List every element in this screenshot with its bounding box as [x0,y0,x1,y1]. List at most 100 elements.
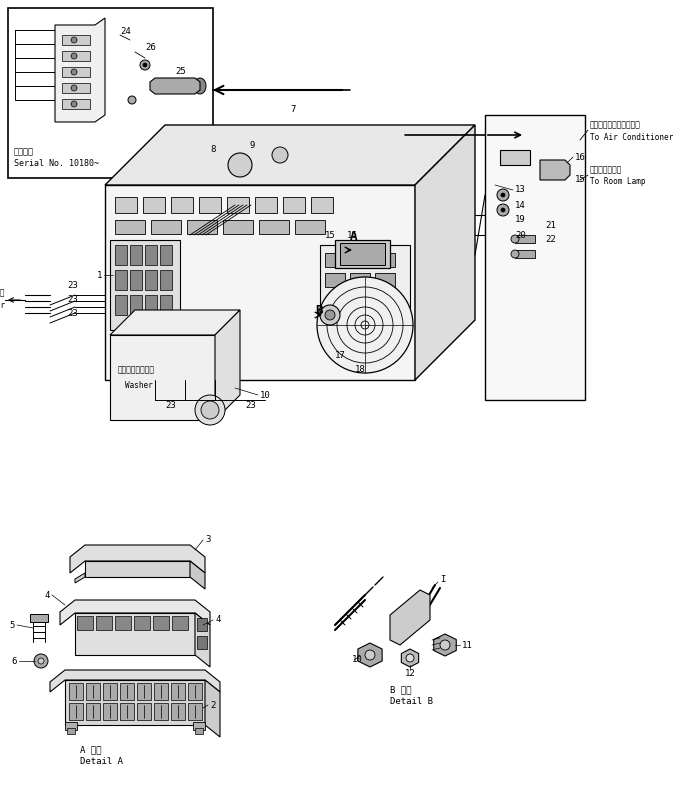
Bar [350,253,370,267]
Text: Detail B: Detail B [390,698,433,706]
Text: 1: 1 [97,271,102,280]
Bar [115,197,137,213]
Text: 23: 23 [165,400,176,410]
Text: ウォッシャタンク: ウォッシャタンク [118,365,155,375]
Bar [153,616,169,630]
Polygon shape [415,125,475,380]
Text: 8: 8 [210,145,215,154]
Bar [69,683,83,700]
Bar [350,273,370,287]
Bar [188,703,202,720]
Bar [171,683,185,700]
Bar [110,240,180,330]
Text: 4: 4 [215,615,221,625]
Circle shape [71,37,77,43]
Bar [145,270,157,290]
Text: B: B [315,304,322,316]
Circle shape [195,395,225,425]
Text: 15: 15 [575,176,586,185]
Circle shape [140,60,150,70]
Circle shape [71,53,77,59]
Bar [103,683,117,700]
Bar [335,240,390,268]
Text: 16: 16 [575,153,586,161]
Bar [223,220,253,234]
Bar [30,614,48,622]
Polygon shape [150,78,200,94]
Circle shape [325,310,335,320]
Circle shape [272,147,288,163]
Bar [115,616,131,630]
Text: 23: 23 [67,280,78,289]
Bar [160,295,172,315]
Polygon shape [500,150,530,165]
Text: ルームランプへ: ルームランプへ [590,165,622,174]
Polygon shape [390,590,430,645]
Bar [485,115,585,400]
Bar [62,83,90,93]
Polygon shape [105,125,475,185]
Bar [160,245,172,265]
Text: Serial No. 10180~: Serial No. 10180~ [14,158,99,168]
Text: 14: 14 [515,201,526,209]
Circle shape [38,658,44,664]
Bar [193,722,205,730]
Polygon shape [195,613,210,667]
Bar [171,197,193,213]
Circle shape [71,85,77,91]
Bar [283,197,305,213]
Polygon shape [105,185,415,380]
Text: エアーコンディショナへ: エアーコンディショナへ [590,121,641,129]
Bar [62,35,90,45]
Polygon shape [60,600,210,625]
Text: 7: 7 [290,105,295,114]
Polygon shape [75,613,195,655]
Bar [145,245,157,265]
Polygon shape [110,310,240,335]
Text: To Wiper: To Wiper [0,300,5,309]
Text: 5: 5 [9,621,15,630]
Bar [325,273,345,287]
Polygon shape [75,573,85,583]
Bar [69,703,83,720]
Text: Detail A: Detail A [80,757,123,766]
Circle shape [71,69,77,75]
Bar [145,295,157,315]
Text: 19: 19 [515,216,526,225]
Bar [103,703,117,720]
Bar [130,295,142,315]
Bar [115,295,127,315]
Text: 18: 18 [355,365,366,375]
Polygon shape [401,649,418,667]
Polygon shape [85,561,190,577]
Text: 16: 16 [347,230,357,240]
Polygon shape [205,680,220,737]
Polygon shape [70,545,205,573]
Text: ワイパへ: ワイパへ [0,288,5,297]
Bar [137,703,151,720]
Circle shape [228,153,252,177]
Circle shape [317,277,413,373]
Text: 24: 24 [120,27,131,37]
Bar [255,197,277,213]
Text: 2: 2 [210,701,215,710]
Text: To Room Lamp: To Room Lamp [590,177,645,186]
Circle shape [497,204,509,216]
Bar [67,728,75,734]
Bar [172,616,188,630]
Text: 6: 6 [12,657,17,666]
Bar [515,235,535,243]
Bar [515,250,535,258]
Bar [325,253,345,267]
Text: 13: 13 [515,185,526,194]
Bar [195,728,203,734]
Text: Washer: Washer [125,380,153,389]
Text: 17: 17 [335,351,346,360]
Circle shape [501,208,505,212]
Circle shape [440,640,450,650]
Bar [8,8,213,178]
Polygon shape [190,561,205,589]
Bar [171,703,185,720]
Text: 22: 22 [545,236,556,244]
Bar [143,197,165,213]
